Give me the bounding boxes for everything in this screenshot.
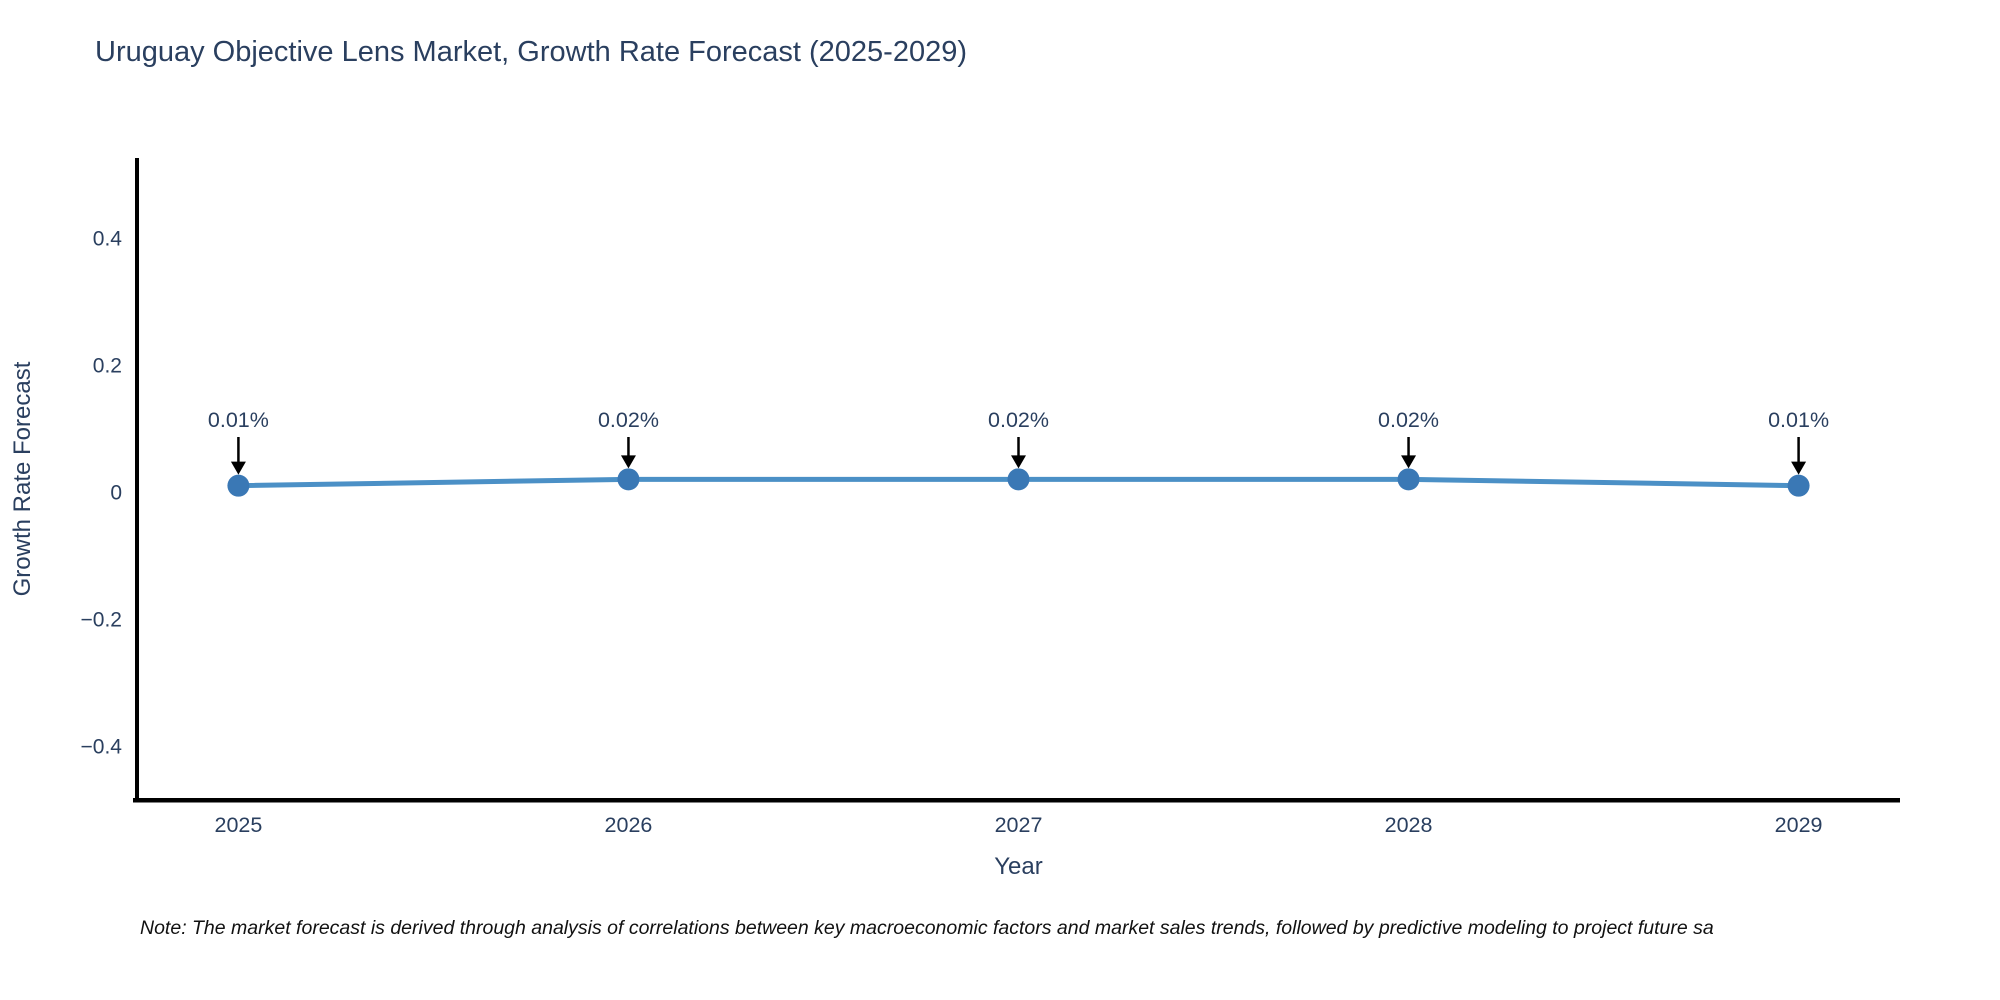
annotation-arrowhead (1791, 461, 1807, 475)
y-axis-line (135, 158, 139, 802)
x-axis-line (133, 798, 1900, 803)
data-point[interactable] (1787, 474, 1810, 497)
footnote: Note: The market forecast is derived thr… (140, 917, 1714, 939)
point-value-label: 0.01% (1768, 408, 1829, 432)
y-tick-label: −0.2 (81, 609, 122, 632)
point-value-label: 0.02% (598, 408, 659, 432)
x-tick-label: 2026 (605, 813, 653, 837)
chart-title: Uruguay Objective Lens Market, Growth Ra… (95, 36, 968, 68)
annotation-arrowhead (1401, 455, 1417, 469)
y-tick-label: 0 (110, 482, 122, 505)
x-axis-title: Year (994, 853, 1043, 880)
x-tick-label: 2027 (995, 813, 1043, 837)
point-value-label: 0.02% (1378, 408, 1439, 432)
x-tick-label: 2025 (214, 813, 262, 837)
y-tick-label: 0.2 (93, 355, 122, 378)
x-tick-label: 2029 (1775, 813, 1823, 837)
y-tick-label: −0.4 (81, 736, 123, 759)
y-axis-title: Growth Rate Forecast (9, 361, 36, 596)
x-tick-label: 2028 (1385, 813, 1433, 837)
point-value-label: 0.01% (208, 408, 269, 432)
data-point[interactable] (1397, 468, 1420, 491)
data-point[interactable] (617, 468, 640, 491)
data-point[interactable] (227, 474, 250, 497)
annotation-arrowhead (230, 461, 246, 475)
point-value-label: 0.02% (988, 408, 1049, 432)
data-point[interactable] (1007, 468, 1030, 491)
annotation-arrowhead (1011, 455, 1026, 469)
y-tick-label: 0.4 (93, 228, 123, 251)
annotation-arrowhead (620, 455, 636, 469)
